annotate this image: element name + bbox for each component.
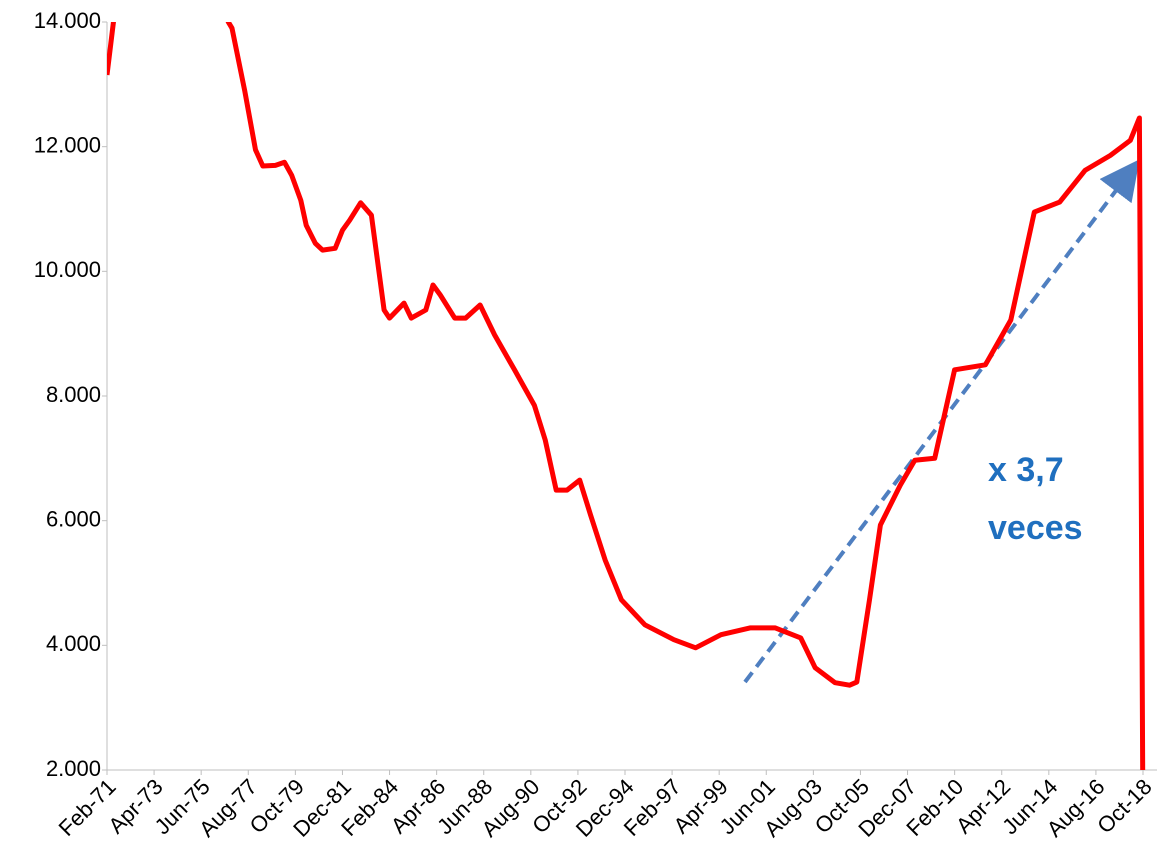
x-tick-label: Feb-71 <box>54 774 121 841</box>
y-tick-label: 8.000 <box>46 382 101 407</box>
y-tick-label: 2.000 <box>46 756 101 781</box>
data-line <box>107 22 1146 770</box>
y-tick-label: 4.000 <box>46 631 101 656</box>
y-tick-label: 6.000 <box>46 506 101 531</box>
annotation: x 3,7 <box>988 451 1064 489</box>
y-tick-label: 10.000 <box>34 257 101 282</box>
y-tick-label: 12.000 <box>34 132 101 157</box>
x-tick-label: Oct-18 <box>1092 774 1156 838</box>
trend-arrow <box>743 159 1140 684</box>
y-tick-label: 14.000 <box>34 8 101 33</box>
annotation: veces <box>988 509 1083 547</box>
